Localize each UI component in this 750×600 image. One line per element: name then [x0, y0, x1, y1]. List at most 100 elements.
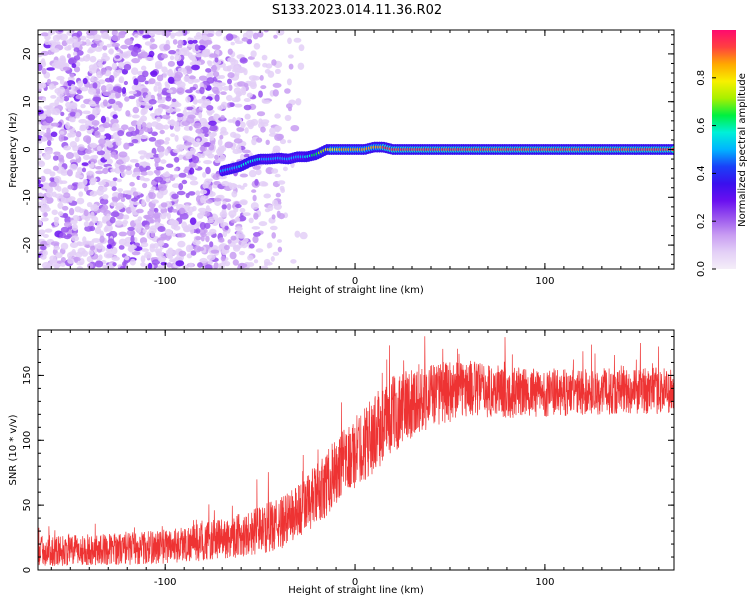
noise-speckle — [237, 81, 246, 87]
noise-speckle — [102, 264, 111, 269]
noise-speckle — [185, 152, 193, 160]
noise-speckle — [105, 116, 110, 124]
noise-speckle — [192, 142, 200, 148]
noise-speckle — [256, 111, 266, 117]
noise-speckle — [60, 242, 69, 250]
noise-speckle — [54, 193, 64, 199]
noise-speckle — [57, 58, 66, 66]
noise-speckle — [178, 250, 187, 257]
noise-speckle — [239, 173, 249, 178]
noise-speckle — [98, 138, 106, 145]
noise-speckle — [239, 263, 248, 268]
noise-speckle — [141, 248, 150, 252]
snr-y-ticks: 0 50 100 150 — [22, 335, 674, 573]
noise-speckle — [190, 250, 197, 256]
snr-series-line — [38, 336, 674, 567]
noise-speckle — [155, 166, 165, 171]
noise-speckle — [79, 35, 87, 41]
noise-speckle — [184, 204, 191, 212]
noise-speckle — [67, 258, 75, 264]
noise-speckle — [110, 168, 116, 173]
noise-speckle — [195, 190, 201, 196]
noise-speckle — [69, 242, 79, 248]
noise-speckle — [128, 95, 136, 100]
noise-speckle — [234, 103, 243, 108]
noise-speckle — [99, 235, 105, 243]
noise-speckle — [195, 236, 202, 241]
noise-speckle — [147, 262, 153, 269]
noise-speckle — [60, 262, 66, 267]
noise-speckle — [261, 182, 269, 187]
noise-speckle — [162, 72, 168, 79]
noise-speckle — [120, 170, 126, 178]
noise-speckle — [271, 59, 277, 66]
noise-speckle — [274, 173, 281, 178]
noise-speckle — [40, 245, 47, 251]
noise-speckle — [140, 51, 149, 59]
noise-speckle — [107, 238, 115, 246]
noise-speckle — [148, 50, 155, 58]
noise-speckle — [115, 138, 122, 147]
noise-speckle — [170, 34, 175, 39]
noise-speckle — [109, 201, 118, 207]
noise-speckle — [271, 214, 276, 220]
noise-speckle — [71, 223, 78, 231]
noise-speckle — [131, 58, 141, 64]
noise-speckle — [167, 60, 175, 67]
noise-speckle — [221, 204, 228, 210]
noise-speckle — [240, 121, 246, 129]
noise-speckle — [176, 113, 184, 118]
noise-speckle — [192, 99, 198, 105]
noise-speckle — [148, 192, 156, 200]
noise-speckle — [233, 245, 241, 252]
noise-speckle — [265, 261, 273, 266]
noise-speckle — [187, 40, 194, 45]
noise-speckle — [52, 34, 61, 42]
colorbar-tick-label: 0.0 — [696, 261, 707, 277]
noise-speckle — [38, 154, 42, 160]
noise-speckle — [148, 137, 157, 142]
noise-speckle — [98, 254, 103, 261]
noise-speckle — [167, 120, 175, 125]
noise-speckle — [50, 95, 57, 99]
noise-speckle — [141, 122, 147, 129]
noise-speckle — [202, 172, 207, 178]
noise-speckle — [251, 189, 257, 193]
noise-speckle — [118, 238, 127, 246]
noise-speckle — [137, 74, 147, 83]
noise-speckle — [84, 216, 91, 222]
noise-speckle — [271, 168, 279, 174]
noise-speckle — [87, 87, 97, 95]
noise-speckle — [102, 45, 108, 51]
noise-speckle — [122, 190, 132, 195]
noise-speckle — [85, 53, 91, 59]
noise-speckle — [38, 109, 44, 115]
snr-marks — [38, 336, 674, 567]
noise-speckle — [146, 122, 153, 129]
noise-speckle — [56, 154, 64, 161]
noise-speckle — [138, 96, 144, 103]
noise-speckle — [161, 66, 168, 73]
noise-speckle — [140, 242, 149, 248]
noise-speckle — [248, 243, 255, 249]
noise-speckle — [129, 181, 135, 187]
noise-speckle — [142, 182, 148, 189]
noise-speckle — [117, 130, 125, 137]
noise-speckle — [250, 202, 259, 210]
noise-speckle — [102, 167, 109, 175]
noise-speckle — [165, 178, 170, 183]
noise-speckle — [244, 113, 251, 120]
noise-speckle — [65, 122, 70, 130]
noise-speckle — [149, 43, 158, 50]
noise-speckle — [87, 263, 94, 269]
noise-speckle — [86, 202, 93, 208]
noise-speckle — [187, 211, 193, 216]
noise-speckle — [288, 54, 294, 59]
noise-speckle — [67, 44, 72, 51]
noise-speckle — [205, 68, 212, 73]
noise-speckle — [108, 98, 116, 104]
noise-speckle — [38, 63, 43, 71]
noise-speckle — [89, 245, 96, 251]
noise-speckle — [253, 61, 259, 66]
